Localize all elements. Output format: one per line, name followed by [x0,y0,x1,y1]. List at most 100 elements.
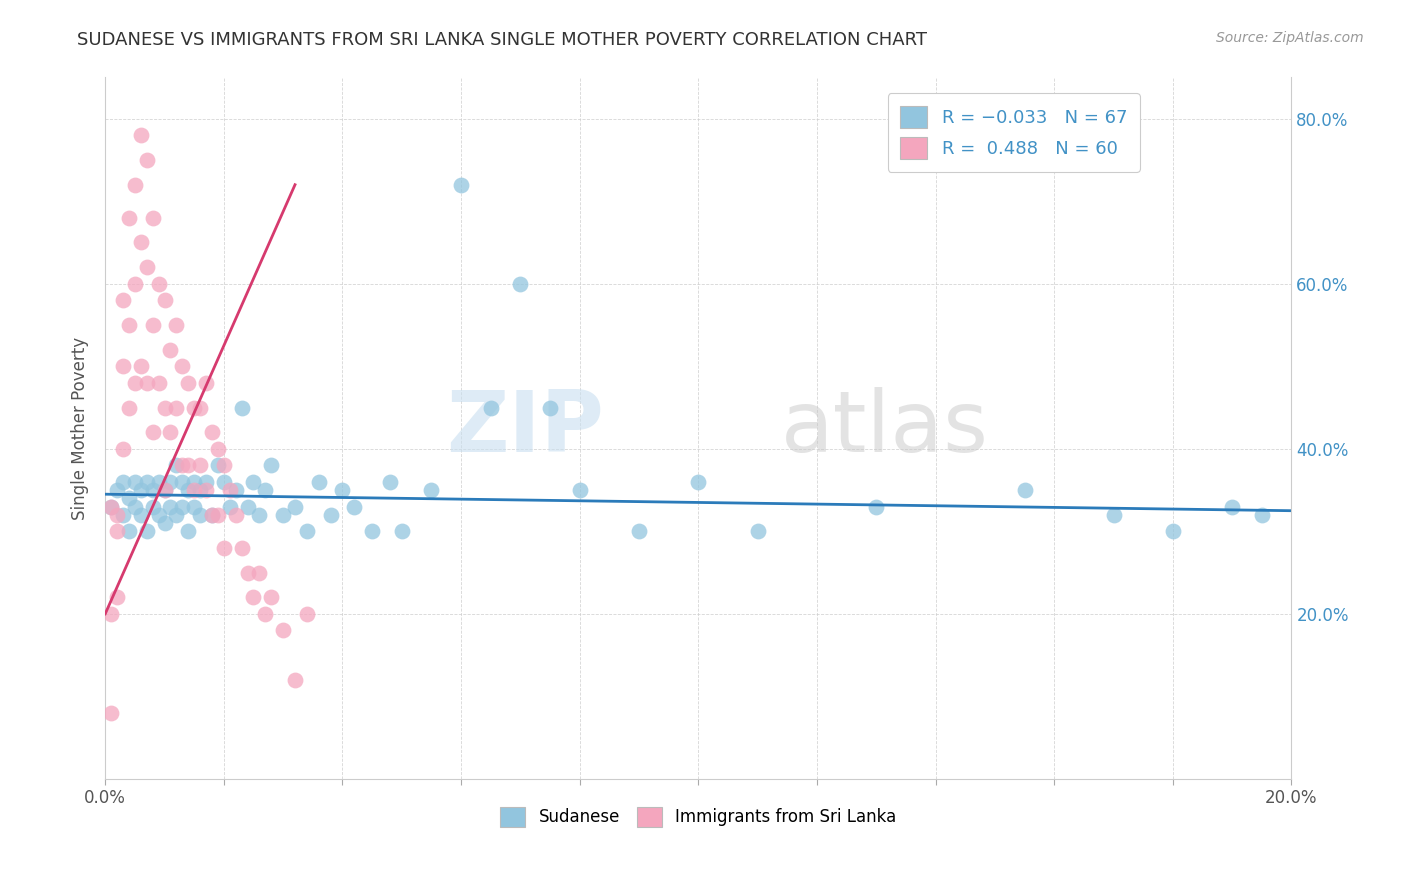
Point [129,235,152,250]
Point [129,483,152,497]
Point [159,343,181,357]
Point [135,524,157,539]
Point [249,566,271,580]
Point [142,318,165,332]
Point [332,483,354,497]
Point [118,318,141,332]
Point [188,508,211,522]
Point [627,524,650,539]
Point [295,607,318,621]
Point [165,458,187,473]
Point [148,376,170,390]
Point [538,401,561,415]
Point [111,359,134,374]
Point [450,178,472,192]
Point [284,673,307,687]
Point [249,508,271,522]
Point [177,524,200,539]
Point [225,483,247,497]
Point [159,475,181,489]
Point [118,401,141,415]
Point [177,376,200,390]
Point [124,277,146,291]
Point [159,425,181,440]
Point [135,376,157,390]
Point [865,500,887,514]
Point [218,500,240,514]
Point [201,508,224,522]
Point [165,508,187,522]
Point [177,458,200,473]
Point [111,508,134,522]
Point [212,475,235,489]
Point [105,591,128,605]
Point [105,508,128,522]
Point [100,706,122,720]
Point [142,211,165,225]
Point [129,508,152,522]
Point [153,401,176,415]
Point [129,359,152,374]
Point [100,607,122,621]
Text: atlas: atlas [782,386,990,470]
Point [188,483,211,497]
Point [111,442,134,456]
Point [201,508,224,522]
Point [153,293,176,308]
Legend: Sudanese, Immigrants from Sri Lanka: Sudanese, Immigrants from Sri Lanka [494,800,903,834]
Point [195,376,218,390]
Y-axis label: Single Mother Poverty: Single Mother Poverty [72,336,89,520]
Point [165,318,187,332]
Point [207,458,229,473]
Point [177,483,200,497]
Point [271,508,294,522]
Point [129,128,152,143]
Point [207,442,229,456]
Point [172,359,194,374]
Point [159,500,181,514]
Point [172,458,194,473]
Point [747,524,769,539]
Point [142,425,165,440]
Point [118,491,141,506]
Point [254,483,277,497]
Point [153,516,176,530]
Point [195,483,218,497]
Point [236,566,259,580]
Point [1014,483,1036,497]
Point [568,483,591,497]
Point [509,277,531,291]
Point [183,500,205,514]
Point [1220,500,1243,514]
Point [183,475,205,489]
Point [188,401,211,415]
Point [212,458,235,473]
Point [100,500,122,514]
Point [343,500,366,514]
Point [111,475,134,489]
Point [118,211,141,225]
Point [172,475,194,489]
Point [271,624,294,638]
Point [688,475,710,489]
Point [1250,508,1272,522]
Point [135,153,157,167]
Point [118,524,141,539]
Point [218,483,240,497]
Point [254,607,277,621]
Point [153,483,176,497]
Point [124,500,146,514]
Point [319,508,342,522]
Point [242,475,264,489]
Point [236,500,259,514]
Point [148,277,170,291]
Point [105,483,128,497]
Point [135,260,157,275]
Point [165,401,187,415]
Point [105,524,128,539]
Point [111,293,134,308]
Point [391,524,413,539]
Point [183,401,205,415]
Point [142,500,165,514]
Point [479,401,502,415]
